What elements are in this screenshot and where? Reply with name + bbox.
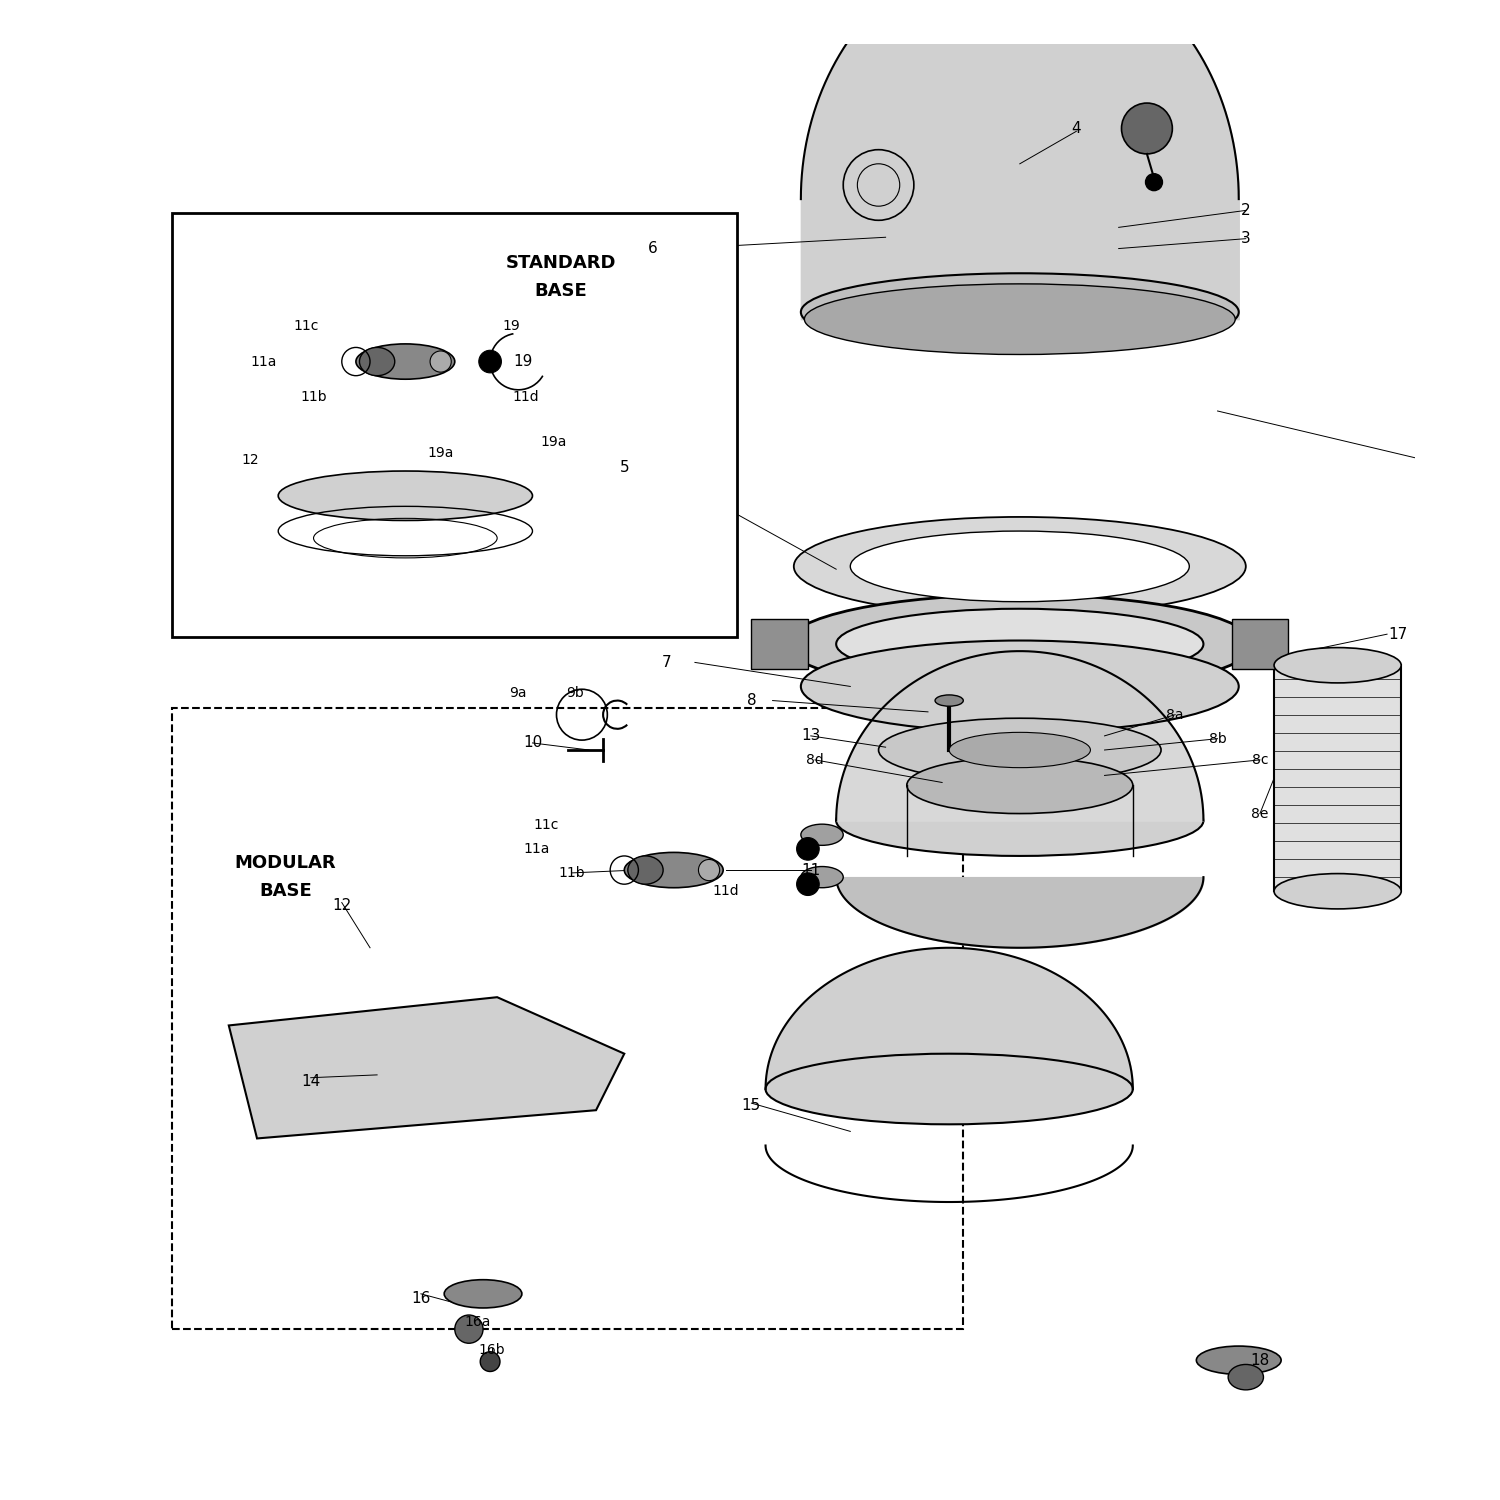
Text: 8c: 8c [1251, 753, 1268, 766]
Ellipse shape [278, 471, 532, 520]
Text: 11a: 11a [524, 842, 550, 856]
Ellipse shape [801, 273, 1239, 351]
Text: MODULAR: MODULAR [234, 853, 336, 871]
Ellipse shape [794, 518, 1246, 616]
Ellipse shape [1274, 648, 1401, 682]
Ellipse shape [836, 609, 1203, 680]
Text: 13: 13 [801, 729, 820, 744]
Ellipse shape [801, 824, 843, 846]
Text: 2: 2 [1240, 202, 1251, 217]
Text: 12: 12 [242, 453, 260, 468]
Ellipse shape [765, 1053, 1132, 1125]
Text: 16b: 16b [478, 1344, 506, 1358]
Ellipse shape [786, 594, 1252, 693]
Text: 11c: 11c [294, 320, 320, 333]
Text: 8b: 8b [1209, 732, 1227, 746]
Text: 10: 10 [524, 735, 542, 750]
Text: 9a: 9a [510, 687, 526, 700]
Ellipse shape [801, 867, 843, 888]
Ellipse shape [360, 348, 394, 375]
Text: 19a: 19a [540, 435, 567, 448]
Ellipse shape [628, 856, 663, 883]
Text: 16: 16 [411, 1290, 430, 1305]
Ellipse shape [1197, 1346, 1281, 1374]
Text: 11c: 11c [534, 818, 560, 833]
Text: BASE: BASE [260, 882, 312, 900]
Ellipse shape [801, 640, 1239, 732]
Text: 11b: 11b [300, 390, 327, 404]
Ellipse shape [624, 852, 723, 888]
Circle shape [796, 837, 819, 860]
Text: 19: 19 [503, 320, 520, 333]
Bar [1232, 618, 1288, 669]
Ellipse shape [356, 344, 454, 380]
Text: 18: 18 [1251, 1353, 1269, 1368]
Text: 11b: 11b [558, 865, 585, 880]
Text: 16a: 16a [464, 1316, 490, 1329]
Ellipse shape [836, 786, 1203, 856]
Ellipse shape [430, 351, 451, 372]
Text: BASE: BASE [534, 282, 586, 300]
Bar [172, 708, 963, 1329]
Ellipse shape [804, 284, 1234, 354]
Polygon shape [230, 998, 624, 1138]
Ellipse shape [699, 859, 720, 880]
Text: 5: 5 [620, 460, 628, 476]
Ellipse shape [444, 1280, 522, 1308]
Text: 15: 15 [742, 1098, 760, 1113]
Circle shape [480, 1352, 500, 1371]
Text: 11d: 11d [712, 885, 740, 898]
Ellipse shape [1228, 1365, 1263, 1390]
Circle shape [478, 351, 501, 374]
Text: 17: 17 [1389, 627, 1408, 642]
Text: 8d: 8d [806, 753, 824, 766]
Bar [1274, 664, 1401, 891]
Text: 19: 19 [513, 354, 532, 369]
Text: 11a: 11a [251, 354, 278, 369]
Text: 8e: 8e [1251, 807, 1269, 820]
Text: 8: 8 [747, 693, 756, 708]
Text: 8a: 8a [1167, 708, 1184, 722]
Ellipse shape [879, 718, 1161, 782]
Text: STANDARD: STANDARD [506, 254, 616, 272]
Text: 12: 12 [332, 898, 351, 914]
Ellipse shape [950, 732, 1090, 768]
Circle shape [1122, 104, 1173, 154]
Text: 9b: 9b [566, 687, 584, 700]
Text: 6: 6 [648, 242, 657, 256]
Ellipse shape [908, 758, 1132, 813]
Circle shape [796, 873, 819, 895]
Bar [752, 618, 808, 669]
Text: 19a: 19a [427, 447, 454, 460]
Text: 4: 4 [1071, 122, 1082, 136]
Text: 7: 7 [662, 656, 672, 670]
Text: 11: 11 [801, 862, 820, 877]
Ellipse shape [934, 694, 963, 706]
Circle shape [1146, 174, 1162, 190]
Bar [172, 213, 738, 638]
Text: 14: 14 [302, 1074, 321, 1089]
Ellipse shape [454, 1316, 483, 1344]
Ellipse shape [1274, 873, 1401, 909]
Text: 11d: 11d [512, 390, 538, 404]
Text: 3: 3 [1240, 231, 1251, 246]
Ellipse shape [850, 531, 1190, 602]
